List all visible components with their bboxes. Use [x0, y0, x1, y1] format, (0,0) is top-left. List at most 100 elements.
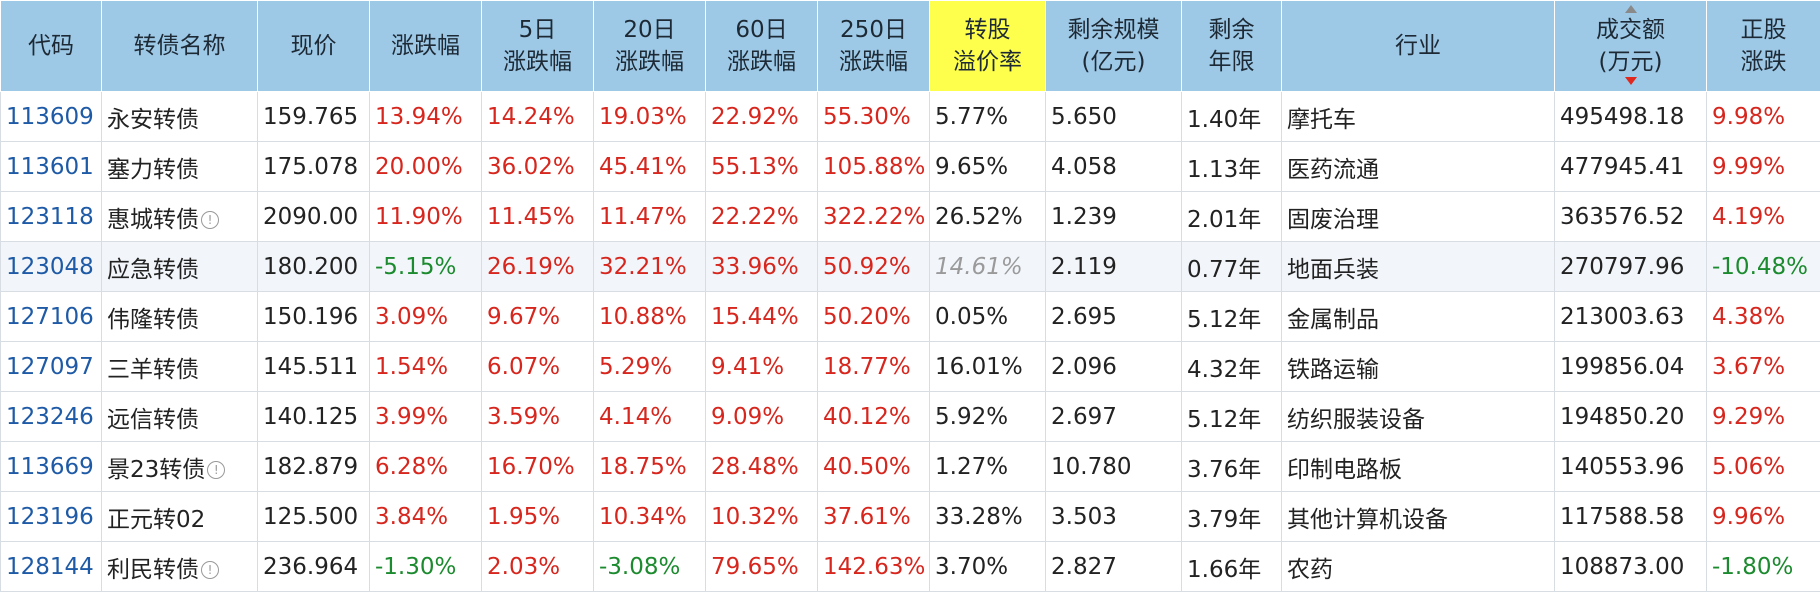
info-icon[interactable]: !	[201, 561, 219, 579]
bond-name[interactable]: 景23转债	[107, 456, 206, 483]
cell-chg5: 2.03%	[481, 541, 594, 592]
cell-value: 5.12年	[1187, 306, 1262, 333]
table-row[interactable]: 127106 伟隆转债 150.196 3.09% 9.67% 10.88% 15.44% 5…	[0, 291, 1820, 342]
bond-name[interactable]: 伟隆转债	[107, 306, 199, 333]
bond-code-link[interactable]: 113669	[6, 453, 94, 480]
cell-code[interactable]: 123118	[0, 191, 102, 242]
cell-name[interactable]: 应急转债	[101, 241, 258, 292]
cell-value: 1.95%	[487, 503, 561, 530]
bond-code-link[interactable]: 127106	[6, 303, 94, 330]
sort-asc-icon[interactable]	[1624, 5, 1637, 13]
column-header-premium[interactable]: 转股 溢价率	[929, 0, 1046, 92]
sort-desc-icon[interactable]	[1624, 77, 1637, 85]
cell-price: 175.078	[257, 141, 370, 192]
info-icon[interactable]: !	[207, 461, 226, 479]
cell-chg250: 105.88%	[817, 141, 930, 192]
cell-value: 213003.63	[1560, 303, 1685, 330]
bond-name[interactable]: 塞力转债	[107, 156, 199, 183]
cell-value: 5.12年	[1187, 406, 1262, 433]
bond-name[interactable]: 应急转债	[107, 256, 199, 283]
cell-name[interactable]: 正元转02	[101, 491, 258, 542]
cell-chg: -5.15%	[369, 241, 482, 292]
table-row[interactable]: 113609 永安转债 159.765 13.94% 14.24% 19.03% 22.92…	[0, 91, 1820, 142]
cell-value: 印制电路板	[1287, 456, 1402, 483]
cell-value: 9.98%	[1712, 103, 1786, 130]
bond-code-link[interactable]: 128144	[6, 553, 94, 580]
cell-value: 140553.96	[1560, 453, 1685, 480]
bond-code-link[interactable]: 123118	[6, 203, 94, 230]
table-row[interactable]: 123246 远信转债 140.125 3.99% 3.59% 4.14% 9.09% 40.…	[0, 391, 1820, 442]
cell-value: 14.61%	[935, 253, 1023, 280]
column-header-scale[interactable]: 剩余规模 (亿元)	[1045, 0, 1182, 92]
cell-chg60: 10.32%	[705, 491, 818, 542]
bond-code-link[interactable]: 113601	[6, 153, 94, 180]
cell-chg20: 18.75%	[593, 441, 706, 492]
cell-chg: 3.09%	[369, 291, 482, 342]
cell-value: 477945.41	[1560, 153, 1685, 180]
cell-code[interactable]: 113669	[0, 441, 102, 492]
cell-code[interactable]: 123196	[0, 491, 102, 542]
bond-name[interactable]: 惠城转债	[107, 206, 199, 233]
cell-value: 9.67%	[487, 303, 561, 330]
cell-chg250: 50.20%	[817, 291, 930, 342]
cell-name[interactable]: 塞力转债	[101, 141, 258, 192]
cell-value: 4.19%	[1712, 203, 1786, 230]
table-row[interactable]: 123196 正元转02 125.500 3.84% 1.95% 10.34% 10.32%…	[0, 491, 1820, 542]
bond-name[interactable]: 正元转02	[107, 506, 206, 533]
cell-code[interactable]: 127097	[0, 341, 102, 392]
cell-code[interactable]: 127106	[0, 291, 102, 342]
table-row[interactable]: 113669 景23转债! 182.879 6.28% 16.70% 18.75% 28.4…	[0, 441, 1820, 492]
bond-code-link[interactable]: 123048	[6, 253, 94, 280]
bond-code-link[interactable]: 123196	[6, 503, 94, 530]
cell-name[interactable]: 永安转债	[101, 91, 258, 142]
cell-name[interactable]: 利民转债!	[101, 541, 258, 592]
cell-name[interactable]: 惠城转债!	[101, 191, 258, 242]
column-header-chg250[interactable]: 250日 涨跌幅	[817, 0, 930, 92]
cell-scale: 2.119	[1045, 241, 1182, 292]
cell-code[interactable]: 123048	[0, 241, 102, 292]
cell-scale: 2.695	[1045, 291, 1182, 342]
column-header-chg5[interactable]: 5日 涨跌幅	[481, 0, 594, 92]
column-header-code[interactable]: 代码	[0, 0, 102, 92]
table-row[interactable]: 113601 塞力转债 175.078 20.00% 36.02% 45.41% 55.13…	[0, 141, 1820, 192]
cell-scale: 3.503	[1045, 491, 1182, 542]
cell-code[interactable]: 113601	[0, 141, 102, 192]
cell-stock-chg: 4.19%	[1706, 191, 1820, 242]
cell-value: 2.695	[1051, 303, 1117, 330]
bond-name[interactable]: 利民转债	[107, 556, 199, 583]
cell-code[interactable]: 123246	[0, 391, 102, 442]
cell-code[interactable]: 113609	[0, 91, 102, 142]
cell-name[interactable]: 伟隆转债	[101, 291, 258, 342]
cell-name[interactable]: 远信转债	[101, 391, 258, 442]
table-row[interactable]: 127097 三羊转债 145.511 1.54% 6.07% 5.29% 9.41% 18.…	[0, 341, 1820, 392]
column-header-chg20[interactable]: 20日 涨跌幅	[593, 0, 706, 92]
column-header-name[interactable]: 转债名称	[101, 0, 258, 92]
column-header-chg[interactable]: 涨跌幅	[369, 0, 482, 92]
cell-value: 45.41%	[599, 153, 687, 180]
cell-chg60: 55.13%	[705, 141, 818, 192]
cell-code[interactable]: 128144	[0, 541, 102, 592]
cell-stock-chg: -10.48%	[1706, 241, 1820, 292]
table-row[interactable]: 123048 应急转债 180.200 -5.15% 26.19% 32.21% 33.96…	[0, 241, 1820, 292]
table-row[interactable]: 128144 利民转债! 236.964 -1.30% 2.03% -3.08% 79.65…	[0, 541, 1820, 592]
column-header-price[interactable]: 现价	[257, 0, 370, 92]
bond-name[interactable]: 三羊转债	[107, 356, 199, 383]
column-header-chg60[interactable]: 60日 涨跌幅	[705, 0, 818, 92]
bond-code-link[interactable]: 113609	[6, 103, 94, 130]
cell-value: 医药流通	[1287, 156, 1379, 183]
column-header-industry[interactable]: 行业	[1281, 0, 1555, 92]
bond-code-link[interactable]: 123246	[6, 403, 94, 430]
cell-value: 4.058	[1051, 153, 1117, 180]
column-header-years[interactable]: 剩余 年限	[1181, 0, 1282, 92]
column-header-turnover[interactable]: 成交额 (万元)	[1554, 0, 1707, 92]
bond-code-link[interactable]: 127097	[6, 353, 94, 380]
cell-name[interactable]: 景23转债!	[101, 441, 258, 492]
column-header-stock-chg[interactable]: 正股 涨跌	[1706, 0, 1820, 92]
bond-name[interactable]: 永安转债	[107, 106, 199, 133]
cell-premium: 0.05%	[929, 291, 1046, 342]
bond-name[interactable]: 远信转债	[107, 406, 199, 433]
info-icon[interactable]: !	[201, 211, 219, 229]
cell-chg60: 22.92%	[705, 91, 818, 142]
cell-name[interactable]: 三羊转债	[101, 341, 258, 392]
table-row[interactable]: 123118 惠城转债! 2090.00 11.90% 11.45% 11.47% 22.2…	[0, 191, 1820, 242]
